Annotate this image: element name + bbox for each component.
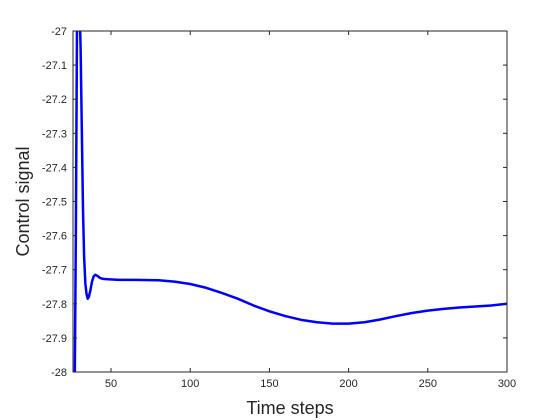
y-tick-label: -28 bbox=[51, 367, 67, 379]
x-tick-label: 150 bbox=[260, 378, 278, 390]
y-axis-label: Control signal bbox=[13, 146, 33, 256]
y-tick-label: -27.1 bbox=[42, 60, 67, 72]
x-axis-label: Time steps bbox=[246, 398, 333, 418]
x-tick-label: 200 bbox=[339, 378, 357, 390]
x-tick-label: 300 bbox=[498, 378, 516, 390]
y-tick-label: -27 bbox=[51, 26, 67, 38]
y-tick-label: -27.5 bbox=[42, 197, 67, 209]
plot-background bbox=[73, 31, 507, 372]
x-tick-label: 50 bbox=[105, 378, 117, 390]
y-tick-label: -27.4 bbox=[42, 162, 67, 174]
series-line-0 bbox=[73, 31, 507, 372]
plot-area: 50 100 150 200 250 300 -28 -27.9 -27.8 -27.7 -27.6… bbox=[42, 26, 516, 390]
y-tick-label: -27.6 bbox=[42, 231, 67, 243]
x-tick-label: 100 bbox=[181, 378, 199, 390]
y-tick-label: -27.9 bbox=[42, 333, 67, 345]
ticks-layer: 50 100 150 200 250 300 -28 -27.9 -27.8 -27.7 -27.6… bbox=[42, 26, 516, 390]
y-tick-label: -27.2 bbox=[42, 94, 67, 106]
y-tick-label: -27.8 bbox=[42, 299, 67, 311]
x-tick-label: 250 bbox=[419, 378, 437, 390]
series-layer bbox=[73, 31, 507, 372]
y-tick-label: -27.7 bbox=[42, 265, 67, 277]
y-tick-label: -27.3 bbox=[42, 128, 67, 140]
